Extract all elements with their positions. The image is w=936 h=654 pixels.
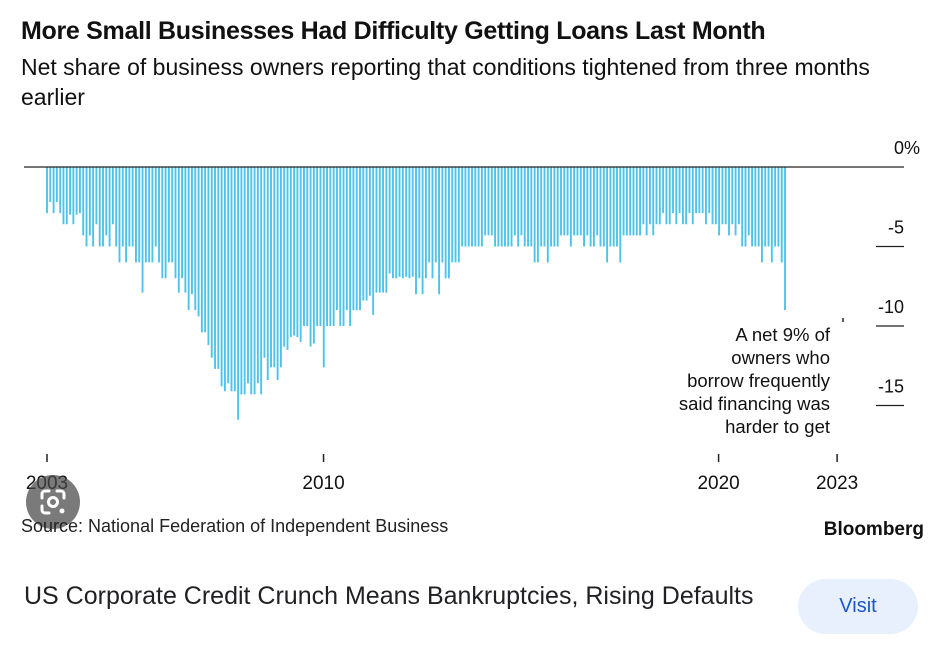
annotation-line: A net 9% of <box>735 324 830 345</box>
y-tick-label: -5 <box>888 218 904 238</box>
source-note: Source: National Federation of Independe… <box>21 516 449 536</box>
chart-subtitle: Net share of business owners reporting t… <box>21 54 870 110</box>
bloomberg-logo: Bloomberg <box>823 519 924 540</box>
x-axis: 2003201020202023 <box>26 454 858 494</box>
y-tick-label: 0% <box>894 138 920 158</box>
lens-glyph <box>40 489 66 515</box>
annotation-line: owners who <box>731 347 830 368</box>
bar-chart: 0%-5-10-15 2003201020202023 A net 9% ofo… <box>24 138 920 494</box>
annotation-text: A net 9% of owners who borrow frequently sa… <box>679 324 831 437</box>
chart-title: More Small Businesses Had Difficulty Get… <box>21 17 766 45</box>
google-lens-icon[interactable] <box>26 475 80 529</box>
x-tick-label: 2020 <box>697 473 739 494</box>
y-tick-label: -15 <box>878 377 904 397</box>
result-caption[interactable]: US Corporate Credit Crunch Means Bankrup… <box>24 582 754 610</box>
annotation-line: harder to get <box>725 416 830 437</box>
y-tick-label: -10 <box>878 297 904 317</box>
x-tick-label: 2023 <box>816 473 858 494</box>
y-axis: 0% -5 -10 -15 <box>876 138 920 407</box>
visit-button[interactable]: Visit <box>798 579 918 634</box>
annotation-line: borrow frequently <box>687 370 831 391</box>
annotation-line: said financing was <box>679 393 830 414</box>
x-tick-label: 2010 <box>302 473 344 494</box>
bar-series <box>46 167 786 420</box>
